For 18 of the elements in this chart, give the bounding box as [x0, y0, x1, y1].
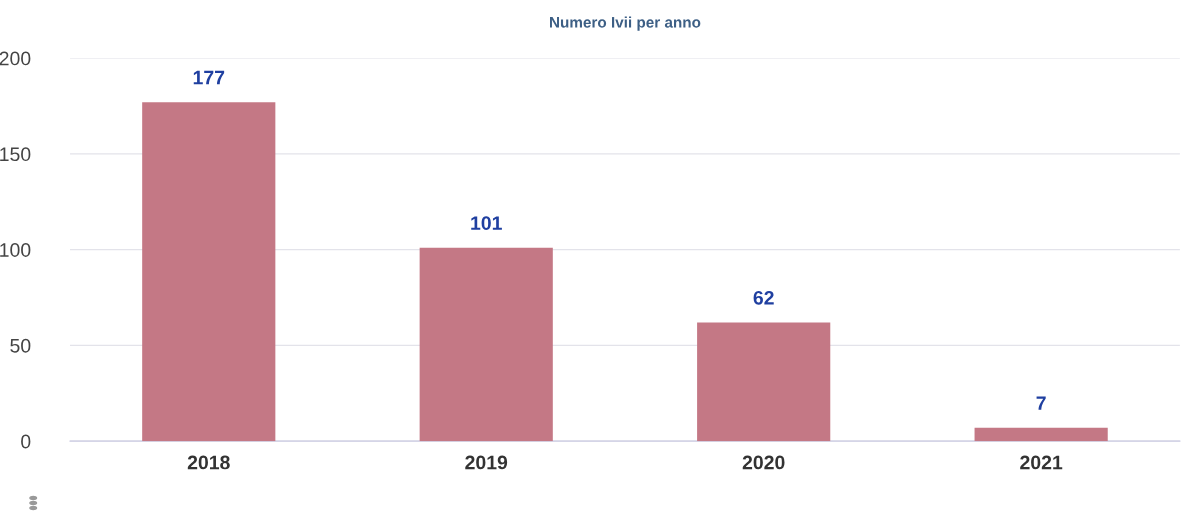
y-tick-label: 50: [10, 338, 31, 353]
y-tick-label: 100: [0, 243, 31, 257]
data-label: 62: [753, 290, 774, 305]
bar: [697, 322, 831, 442]
data-label: 101: [471, 216, 502, 230]
x-tick-label: 2018: [187, 455, 230, 470]
bar: [419, 247, 553, 442]
chart-title: Numero Ivii per anno: [550, 16, 701, 31]
bar: [974, 427, 1108, 442]
data-label: 177: [193, 70, 225, 85]
y-tick-label: 0: [21, 434, 31, 449]
data-label: 7: [1036, 396, 1046, 410]
x-tick-label: 2021: [1020, 455, 1063, 470]
x-tick-label: 2020: [742, 455, 785, 470]
y-tick-label: 150: [0, 147, 31, 162]
y-tick-label: 200: [0, 51, 31, 66]
x-tick-label: 2019: [465, 455, 508, 470]
bar: [142, 102, 276, 442]
